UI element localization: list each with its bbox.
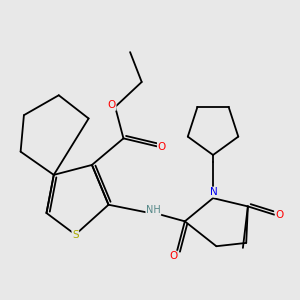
Text: O: O [169, 251, 177, 261]
Text: O: O [158, 142, 166, 152]
Text: O: O [275, 210, 284, 220]
Text: O: O [108, 100, 116, 110]
Text: NH: NH [146, 206, 161, 215]
Text: N: N [210, 187, 218, 197]
Text: S: S [72, 230, 79, 240]
